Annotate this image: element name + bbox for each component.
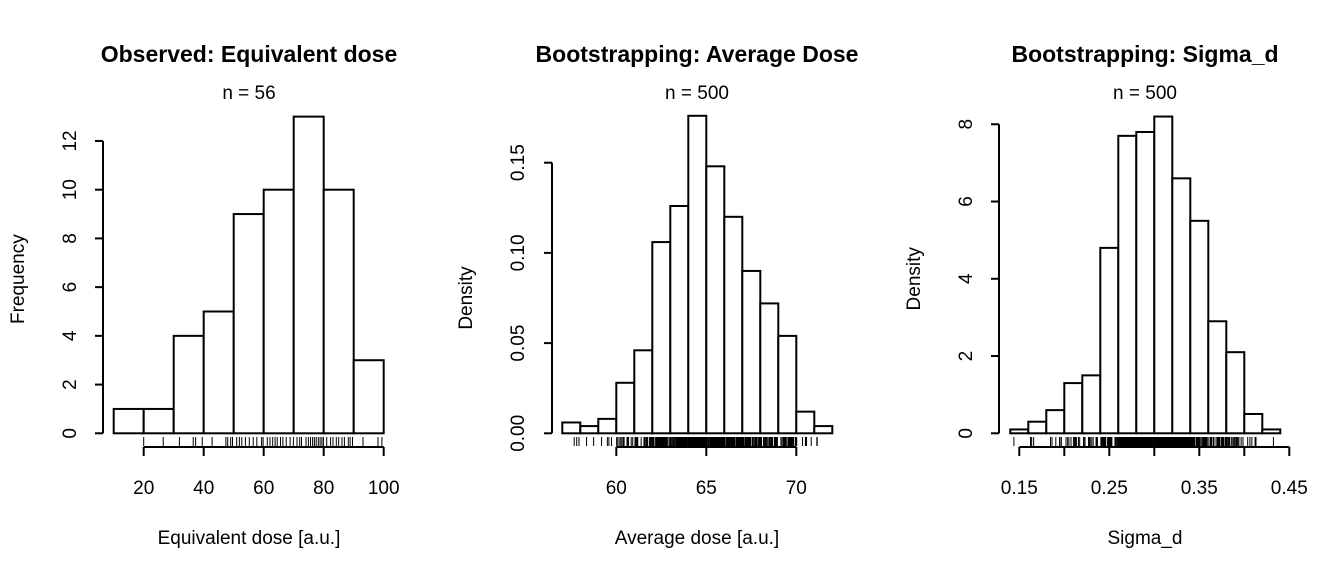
histogram-bar: [759, 302, 780, 435]
chart-subtitle: n = 500: [665, 83, 729, 104]
histogram-bar: [172, 334, 205, 435]
x-axis-label: Average dose [a.u.]: [615, 528, 779, 549]
x-axis-label: Sigma_d: [1108, 528, 1183, 549]
x-tick-label: 100: [368, 478, 400, 499]
histogram-bar: [795, 410, 816, 435]
chart-subtitle: n = 500: [1113, 83, 1177, 104]
histogram-bar: [1225, 351, 1246, 435]
histogram-bar: [561, 421, 582, 435]
histogram-bar: [1189, 219, 1210, 435]
histogram-bar: [292, 115, 325, 435]
x-tick-label: 60: [606, 478, 627, 499]
histogram-bar: [1243, 412, 1264, 435]
y-tick-label: 10: [60, 179, 81, 200]
chart-2: Bootstrapping: Average Dose n = 500 0.00 0.…: [456, 41, 858, 549]
chart-subtitle: n = 56: [222, 83, 275, 104]
chart-title: Bootstrapping: Average Dose: [536, 41, 859, 67]
histogram-bar: [1045, 409, 1066, 435]
histogram-bar: [723, 215, 744, 435]
chart-3: Bootstrapping: Sigma_dn = 500 0 2 4 6 8 Densit…: [904, 41, 1308, 549]
histogram-bar: [1207, 320, 1228, 435]
y-tick-label: 0.05: [508, 325, 529, 362]
y-tick-label: 4: [956, 273, 977, 284]
x-tick-label: 80: [313, 478, 334, 499]
histogram-bar: [232, 213, 265, 435]
rug: [573, 437, 818, 446]
histogram-bar: [633, 349, 654, 435]
histogram-bar: [1009, 428, 1030, 435]
chart-title: Observed: Equivalent dose: [101, 41, 398, 67]
y-tick-label: 2: [60, 379, 81, 390]
y-tick-label: 0.10: [508, 234, 529, 271]
histogram-bar: [1261, 428, 1282, 435]
histogram-bar: [1171, 177, 1192, 435]
y-tick-label: 4: [60, 330, 81, 341]
x-tick-label: 65: [696, 478, 717, 499]
histogram-bar: [741, 269, 762, 435]
chart-title: Bootstrapping: Sigma_d: [1011, 41, 1278, 67]
histogram-bar: [1027, 420, 1048, 435]
histogram-bar: [813, 425, 834, 435]
histogram-bar: [322, 188, 355, 435]
y-tick-label: 12: [60, 130, 81, 151]
y-tick-label: 0.00: [508, 415, 529, 452]
histogram-bar: [1135, 130, 1156, 435]
x-tick-label: 20: [133, 478, 154, 499]
histogram-bar: [1063, 382, 1084, 435]
x-tick-label: 0.15: [1001, 478, 1038, 499]
histogram-bar: [777, 334, 798, 435]
x-tick-label: 0.45: [1271, 478, 1308, 499]
histogram-bar: [705, 165, 726, 435]
x-tick-label: 0.35: [1181, 478, 1218, 499]
x-tick-label: 0.25: [1091, 478, 1128, 499]
x-tick-label: 60: [253, 478, 274, 499]
y-tick-label: 0: [956, 428, 977, 439]
y-tick-label: 0.15: [508, 144, 529, 181]
y-tick-label: 6: [60, 282, 81, 293]
histogram-bar: [112, 407, 145, 435]
histogram-bar: [1099, 246, 1120, 435]
y-tick-label: 0: [60, 428, 81, 439]
histogram-bar: [579, 425, 600, 435]
histogram-bar: [262, 188, 295, 435]
histogram-bar: [142, 407, 175, 435]
chart-1: Observed: Equivalent dose n = 56 0 2 4 6 8 10 12…: [8, 41, 400, 549]
x-tick-label: 40: [193, 478, 214, 499]
y-tick-label: 8: [60, 233, 81, 244]
y-tick-label: 2: [956, 351, 977, 362]
x-tick-label: 70: [786, 478, 807, 499]
y-axis-label: Density: [456, 266, 477, 330]
histogram-bar: [352, 359, 385, 435]
rug: [143, 437, 383, 446]
histogram-bar: [1153, 115, 1174, 435]
histogram-bar: [1117, 134, 1138, 435]
y-axis-label: Density: [904, 247, 925, 311]
histogram-bar: [1081, 374, 1102, 435]
histogram-bar: [669, 204, 690, 435]
rug: [1013, 437, 1274, 446]
histogram-bar: [597, 417, 618, 435]
histogram-bar: [615, 381, 636, 435]
histogram-bar: [651, 241, 672, 435]
x-axis-label: Equivalent dose [a.u.]: [158, 528, 341, 549]
histogram-bar: [202, 310, 235, 435]
histogram-bar: [687, 114, 708, 435]
y-axis-label: Frequency: [8, 234, 29, 324]
y-tick-label: 8: [956, 119, 977, 130]
y-tick-label: 6: [956, 196, 977, 207]
